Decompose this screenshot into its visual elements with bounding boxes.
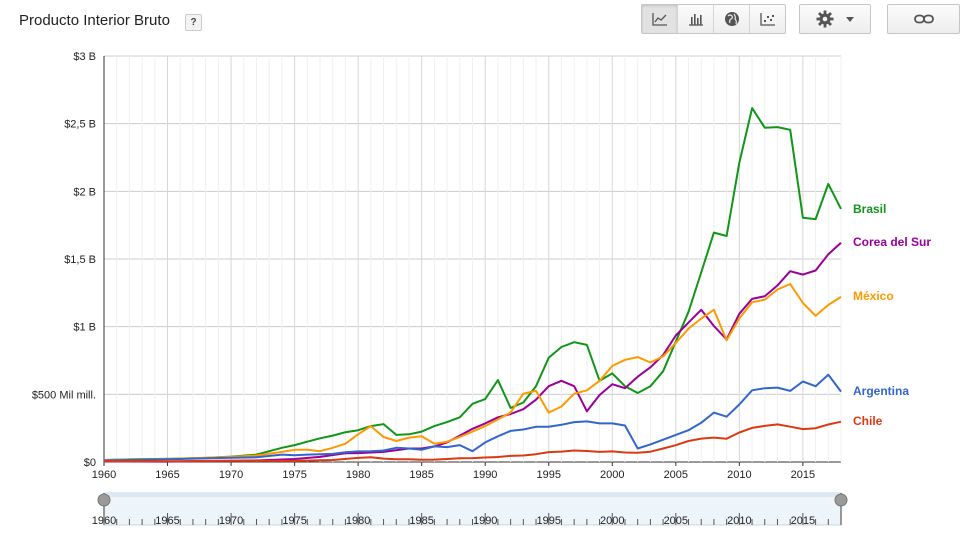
help-button[interactable]: ? — [185, 14, 202, 31]
series-label[interactable]: Argentina — [853, 384, 909, 398]
page-title: Producto Interior Bruto — [19, 12, 170, 29]
range-start-handle[interactable] — [97, 493, 111, 507]
range-tick-label: 2010 — [727, 515, 751, 527]
series-line-corea-del-sur[interactable] — [103, 242, 842, 463]
chart-type-toolbar — [641, 4, 786, 34]
range-tick-label: 2015 — [791, 515, 815, 527]
x-tick-label: 2010 — [727, 469, 751, 481]
chart-grid — [103, 55, 842, 463]
x-tick-label: 1965 — [155, 469, 179, 481]
range-track[interactable] — [103, 492, 842, 526]
x-tick-label: 1960 — [92, 469, 116, 481]
series-label[interactable]: Chile — [853, 414, 883, 428]
y-tick-label: $2,5 B — [64, 119, 96, 131]
y-tick-label: $1,5 B — [64, 254, 96, 266]
series-line-chile[interactable] — [103, 420, 842, 463]
link-icon — [913, 14, 934, 24]
line-chart-icon[interactable] — [642, 5, 678, 33]
range-selector: 1960 1965 1970 1975 1980 1985 1990 1995 2000 2005… — [92, 492, 848, 527]
x-tick-label: 1980 — [346, 469, 370, 481]
y-tick-label: $2 B — [73, 186, 96, 198]
x-tick-label: 2005 — [664, 469, 688, 481]
y-tick-label: $500 Mil mill. — [32, 389, 96, 401]
series-line-brasil[interactable] — [103, 107, 842, 461]
range-tick-label: 1985 — [409, 515, 433, 527]
range-tick-label: 1970 — [219, 515, 243, 527]
y-axis-ticks: $0 $500 Mil mill. $1 B $1,5 B $2 B $2,5 B $3 B — [32, 51, 96, 469]
series-line-méxico[interactable] — [103, 283, 842, 461]
y-tick-label: $3 B — [73, 51, 96, 63]
x-tick-label: 2015 — [791, 469, 815, 481]
link-button[interactable] — [887, 4, 960, 34]
x-tick-label: 2000 — [600, 469, 624, 481]
range-end-handle[interactable] — [834, 493, 848, 507]
settings-button[interactable] — [799, 4, 871, 34]
x-tick-label: 1985 — [409, 469, 433, 481]
range-track-top — [104, 493, 841, 497]
range-tick-label: 2005 — [664, 515, 688, 527]
series-label[interactable]: Brasil — [853, 202, 886, 216]
series-label[interactable]: Corea del Sur — [853, 235, 931, 249]
scatter-icon[interactable] — [750, 5, 785, 33]
globe-icon[interactable] — [714, 5, 750, 33]
bar-chart-icon[interactable] — [678, 5, 714, 33]
range-tick-label: 1965 — [155, 515, 179, 527]
x-tick-label: 1990 — [473, 469, 497, 481]
series-labels: Brasil Corea del Sur México Argentina Chile — [853, 202, 931, 428]
range-tick-label: 1980 — [346, 515, 370, 527]
range-tick-label: 1975 — [282, 515, 306, 527]
series-line-argentina[interactable] — [103, 373, 842, 462]
caret-down-icon — [846, 16, 854, 22]
x-tick-label: 1975 — [282, 469, 306, 481]
y-tick-label: $1 B — [73, 322, 96, 334]
range-tick-label: 1990 — [473, 515, 497, 527]
x-tick-label: 1995 — [536, 469, 560, 481]
x-tick-label: 1970 — [219, 469, 243, 481]
chart-series — [103, 107, 842, 463]
range-tick-label: 1995 — [536, 515, 560, 527]
gear-icon — [816, 10, 834, 28]
x-axis-ticks: 1960 1965 1970 1975 1980 1985 1990 1995 2000 2005… — [92, 462, 815, 481]
y-tick-label: $0 — [84, 457, 96, 469]
range-tick-label: 2000 — [600, 515, 624, 527]
range-tick-label: 1960 — [92, 515, 116, 527]
series-label[interactable]: México — [853, 289, 894, 303]
